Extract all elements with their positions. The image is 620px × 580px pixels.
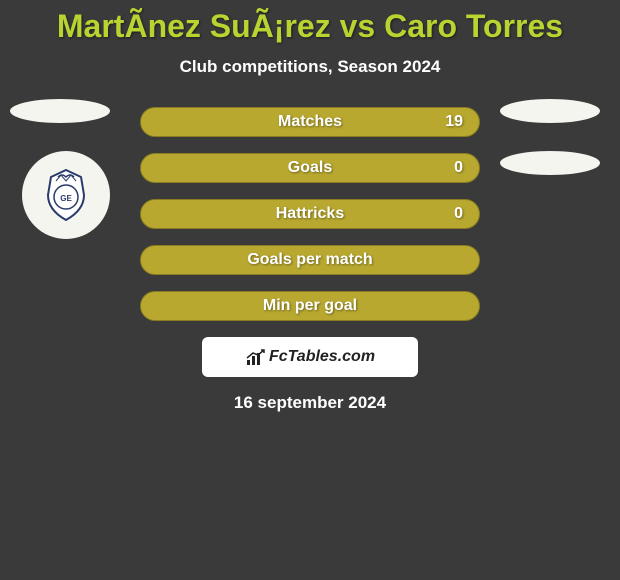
stat-value: 0 <box>454 159 463 177</box>
stat-label: Goals <box>288 159 332 177</box>
stat-bar-hattricks: Hattricks 0 <box>140 199 480 229</box>
stat-label: Min per goal <box>263 297 357 315</box>
stat-value: 19 <box>445 113 463 131</box>
left-badges: GE <box>10 99 110 239</box>
right-badges <box>500 99 600 203</box>
svg-text:GE: GE <box>60 194 72 203</box>
stat-bar-matches: Matches 19 <box>140 107 480 137</box>
watermark-text: FcTables.com <box>245 348 375 366</box>
stat-value: 0 <box>454 205 463 223</box>
stat-bars: Matches 19 Goals 0 Hattricks 0 Goals per… <box>140 107 480 321</box>
player-badge-left <box>10 99 110 123</box>
stat-bar-min-per-goal: Min per goal <box>140 291 480 321</box>
watermark-label: FcTables.com <box>269 348 375 366</box>
stat-label: Goals per match <box>247 251 372 269</box>
club-logo-icon: GE <box>36 165 96 225</box>
chart-icon <box>245 348 267 366</box>
stat-label: Matches <box>278 113 342 131</box>
stats-area: GE Matches 19 Goals 0 Hattricks 0 <box>0 107 620 413</box>
main-container: MartÃnez SuÃ¡rez vs Caro Torres Club com… <box>0 0 620 413</box>
date-text: 16 september 2024 <box>0 393 620 413</box>
watermark: FcTables.com <box>202 337 418 377</box>
stat-label: Hattricks <box>276 205 344 223</box>
stat-bar-goals: Goals 0 <box>140 153 480 183</box>
club-badge-left: GE <box>22 151 110 239</box>
player-badge-right-1 <box>500 99 600 123</box>
page-title: MartÃnez SuÃ¡rez vs Caro Torres <box>0 8 620 45</box>
page-subtitle: Club competitions, Season 2024 <box>0 57 620 77</box>
player-badge-right-2 <box>500 151 600 175</box>
stat-bar-goals-per-match: Goals per match <box>140 245 480 275</box>
